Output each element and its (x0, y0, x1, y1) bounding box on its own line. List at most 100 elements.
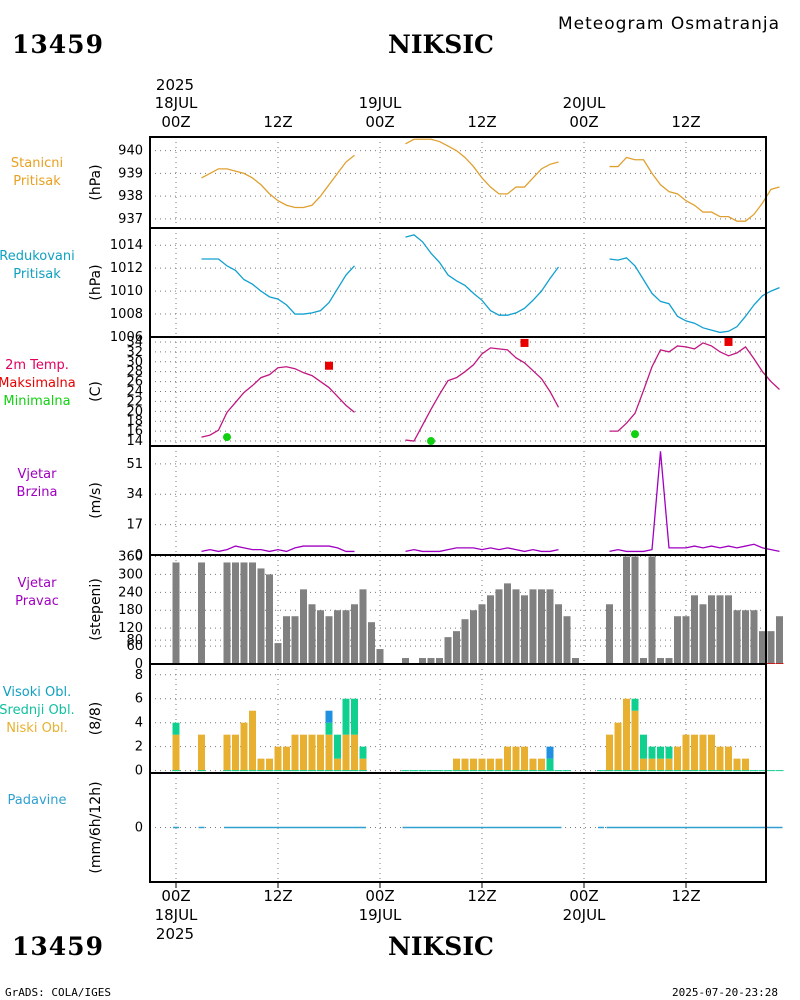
direction-bar (606, 604, 613, 664)
oblaci-ytick-label: 0 (135, 764, 143, 779)
direction-bar (351, 604, 358, 664)
direction-bar (555, 604, 562, 664)
cloud-low-bar (631, 710, 639, 771)
oblaci-unit-label: (8/8) (88, 702, 104, 735)
temp-ytick-label: 18 (126, 414, 143, 429)
tmax-marker (325, 361, 333, 370)
bottom-time-label: 00Z (365, 887, 395, 905)
label-temp-l3: Minimalna (3, 394, 71, 409)
cloud-low-bar (257, 758, 265, 771)
bottom-time-label: 12Z (671, 887, 701, 905)
label-oblaci-l1: Visoki Obl. (2, 685, 72, 700)
direction-bar (444, 637, 452, 664)
tmin-marker (223, 433, 231, 442)
cloud-low-bar (648, 758, 656, 771)
direction-bar (249, 562, 256, 664)
cloud-low-bar (308, 734, 316, 771)
cloud-low-bar (359, 758, 367, 771)
direction-bar (308, 604, 316, 664)
direction-bar (640, 658, 647, 664)
stanicni-series-line (201, 154, 355, 209)
bottom-date-label: 18JUL (154, 906, 198, 924)
oblaci-ytick-label: 6 (135, 692, 143, 707)
direction-bar (402, 658, 409, 664)
redukovani-ytick-label: 1010 (110, 284, 143, 299)
cloud-low-bar (342, 734, 350, 771)
station-id-top: 13459 (12, 30, 104, 59)
direction-bar (240, 562, 248, 664)
cloud-low-bar (699, 734, 707, 771)
station-id-bottom: 13459 (12, 932, 104, 961)
direction-bar (631, 556, 639, 664)
cloud-low-bar (266, 758, 273, 771)
cloud-mid-bar (334, 734, 341, 759)
cloud-low-bar (614, 722, 622, 771)
label-padavine-l1: Padavine (7, 793, 67, 808)
cloud-mid-bar (631, 698, 639, 711)
direction-bar (325, 616, 333, 664)
pravac-ytick-label: 0 (135, 657, 143, 672)
direction-bar (172, 562, 180, 664)
direction-bar (674, 616, 681, 664)
bottom-time-label: 12Z (467, 887, 497, 905)
cloud-low-bar (640, 758, 647, 771)
redukovani-series-line (405, 234, 560, 316)
oblaci-ytick-label: 8 (135, 668, 143, 683)
temp-ytick-label: 26 (126, 375, 143, 390)
top-time-label: 12Z (263, 113, 293, 131)
cloud-low-bar (325, 734, 333, 771)
direction-bar (512, 589, 520, 664)
cloud-low-bar (283, 746, 290, 771)
temp-ytick-label: 20 (126, 404, 143, 419)
direction-bar (274, 643, 282, 664)
direction-bar (198, 562, 205, 664)
cloud-low-bar (461, 758, 469, 771)
temp-ytick-label: 16 (126, 424, 143, 439)
direction-bar (419, 658, 426, 664)
cloud-mid-bar (648, 746, 656, 759)
cloud-low-bar (470, 758, 477, 771)
direction-bar (504, 583, 511, 664)
label-pravac-l2: Pravac (15, 594, 59, 609)
cloud-low-bar (725, 746, 732, 771)
direction-bar (368, 622, 375, 664)
direction-bar (563, 616, 571, 664)
cloud-low-bar (538, 758, 545, 771)
temp-ytick-label: 28 (126, 365, 143, 380)
direction-bar (750, 610, 758, 664)
direction-bar (300, 589, 307, 664)
cloud-low-bar (232, 734, 239, 771)
cloud-low-bar (606, 734, 613, 771)
cloud-low-bar (674, 746, 681, 771)
top-time-label: 00Z (365, 113, 395, 131)
cloud-low-bar (249, 710, 256, 771)
direction-bar (521, 595, 528, 664)
temp-series-line (405, 347, 560, 442)
bottom-date-label: 19JUL (358, 906, 402, 924)
tmin-marker (631, 430, 639, 439)
brzina-ytick-label: 0 (135, 548, 143, 563)
cloud-low-bar (334, 758, 341, 771)
direction-bar (767, 631, 775, 664)
year-top: 2025 (155, 76, 195, 94)
direction-bar (648, 556, 656, 664)
redukovani-series-line (609, 257, 780, 334)
temp-unit-label: (C) (88, 381, 104, 402)
cloud-high-bar (546, 746, 554, 759)
direction-bar (359, 589, 367, 664)
tmax-marker (724, 337, 733, 346)
pravac-ytick-label: 360 (118, 549, 143, 564)
direction-bar (334, 610, 341, 664)
temp-ytick-label: 34 (126, 335, 143, 350)
cloud-low-bar (223, 734, 231, 771)
brzina-ytick-label: 17 (126, 518, 143, 533)
direction-bar (776, 616, 783, 664)
direction-bar (623, 556, 630, 664)
cloud-low-bar (291, 734, 299, 771)
label-oblaci: Visoki Obl. Srednji Obl. Niski Obl. (0, 684, 92, 738)
label-pravac: Vjetar Pravac (0, 575, 92, 611)
stanicni-ytick-label: 939 (118, 166, 143, 181)
direction-bar (478, 604, 486, 664)
temp-ytick-label: 24 (126, 385, 143, 400)
cloud-low-bar (682, 734, 690, 771)
